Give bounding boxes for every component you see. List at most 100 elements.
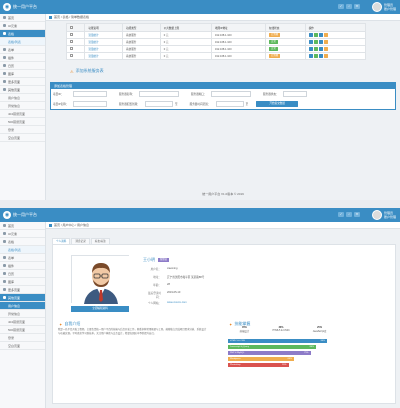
copy-icon[interactable] bbox=[318, 54, 323, 58]
sidebar-item[interactable]: 登录 bbox=[0, 126, 45, 134]
time-start-input[interactable] bbox=[215, 101, 244, 107]
status-badge: 已到期 bbox=[268, 33, 281, 37]
label-expire: 服务器配置到期： bbox=[119, 103, 140, 106]
row-checkbox[interactable] bbox=[70, 54, 73, 57]
sidebar-item[interactable]: 空白页面 bbox=[0, 342, 45, 350]
tab-messages[interactable]: 消息记录 bbox=[71, 238, 90, 244]
sidebar-item[interactable]: 更多页面 bbox=[0, 286, 45, 294]
sidebar-item[interactable]: 表格 bbox=[0, 238, 45, 246]
skill-bar: PHP & MySQL 75% bbox=[228, 351, 311, 355]
app-logo[interactable]: ◉ 统一用户平台 bbox=[3, 211, 37, 219]
edit-profile-button[interactable]: 立即编辑资料 bbox=[71, 306, 129, 312]
copy-icon[interactable] bbox=[318, 33, 323, 37]
sidebar-item[interactable]: 表单 bbox=[0, 254, 45, 262]
expire-start-input[interactable] bbox=[145, 101, 173, 107]
sidebar-item[interactable]: 表格/列表 bbox=[0, 38, 45, 46]
skill-bar-value: 80% bbox=[309, 346, 314, 348]
view-icon[interactable] bbox=[308, 40, 313, 44]
edit-icon[interactable] bbox=[313, 47, 318, 51]
sidebar-item[interactable]: 表单 bbox=[0, 46, 45, 54]
bell-icon[interactable]: ♪ bbox=[346, 212, 352, 217]
column-header bbox=[65, 23, 86, 32]
user-menu[interactable]: 管理员 账户管理 bbox=[371, 210, 396, 220]
sidebar-item[interactable]: 登录 bbox=[0, 334, 45, 342]
sidebar-item-label: 空白页面 bbox=[8, 135, 21, 140]
home-icon[interactable] bbox=[49, 223, 52, 227]
sidebar-item[interactable]: 表格 bbox=[0, 30, 45, 38]
project-ip-input[interactable] bbox=[73, 101, 107, 107]
sidebar-item[interactable]: 首页 bbox=[0, 14, 45, 22]
sidebar-item[interactable]: 其他页面 bbox=[0, 294, 45, 302]
role-badge: 管理员 bbox=[158, 258, 170, 262]
row-checkbox[interactable] bbox=[70, 47, 73, 50]
skill-bar-label: Wordpress bbox=[230, 358, 241, 360]
sidebar-item[interactable]: 更多页面 bbox=[0, 78, 45, 86]
sidebar-item[interactable]: 空白页面 bbox=[0, 134, 45, 142]
submit-button[interactable]: 开始提交数据 bbox=[256, 101, 299, 107]
field-key: 地址： bbox=[153, 276, 161, 279]
row-link[interactable]: 流量统计 bbox=[88, 41, 99, 44]
server-name-input[interactable] bbox=[139, 91, 179, 97]
server-status-input[interactable] bbox=[283, 91, 307, 97]
edit-icon[interactable] bbox=[313, 54, 318, 58]
sidebar-item[interactable]: 404错误页面 bbox=[0, 318, 45, 326]
sidebar-item[interactable]: UI元素 bbox=[0, 22, 45, 30]
tasks-icon[interactable]: ✓ bbox=[338, 4, 344, 9]
row-link[interactable]: 流量统计 bbox=[88, 55, 99, 58]
website-link[interactable]: www.xxxxxx.com bbox=[167, 301, 187, 304]
select-all-checkbox[interactable] bbox=[70, 25, 73, 29]
copy-icon[interactable] bbox=[318, 47, 323, 51]
tag-icon bbox=[3, 80, 6, 83]
file-icon bbox=[3, 88, 6, 91]
sidebar-item[interactable]: 异常信息 bbox=[0, 310, 45, 318]
app-logo[interactable]: ◉ 统一用户平台 bbox=[3, 3, 37, 11]
tasks-icon[interactable]: ✓ bbox=[338, 212, 344, 217]
bell-icon[interactable]: ♪ bbox=[346, 4, 352, 9]
sidebar-item[interactable]: 404错误页面 bbox=[0, 110, 45, 118]
view-icon[interactable] bbox=[308, 47, 313, 51]
delete-icon[interactable] bbox=[323, 47, 328, 51]
delete-icon[interactable] bbox=[323, 40, 328, 44]
sidebar-item[interactable]: 日历 bbox=[0, 270, 45, 278]
data-table: 功能说明 功能类型 公共数据上限 地理IP地址 在线状态 操作 流量统计 系统服务 0 元… bbox=[65, 23, 367, 60]
row-checkbox[interactable] bbox=[70, 33, 73, 36]
sidebar-item[interactable]: 日历 bbox=[0, 62, 45, 70]
sidebar-item[interactable]: 图库 bbox=[0, 70, 45, 78]
sidebar-item[interactable]: 用户信息 bbox=[0, 302, 45, 310]
breadcrumb: 首页 / 表格 / 简单数据表格 bbox=[46, 14, 400, 21]
sidebar-item[interactable]: 500错误页面 bbox=[0, 326, 45, 334]
sidebar-item-label: 更多页面 bbox=[8, 79, 21, 84]
sidebar-item[interactable]: 异常信息 bbox=[0, 102, 45, 110]
copy-icon[interactable] bbox=[318, 40, 323, 44]
sidebar-item[interactable]: 表格/列表 bbox=[0, 246, 45, 254]
pie-label: HTML5 & CSS3 bbox=[272, 329, 290, 332]
sidebar-item-label: 表格 bbox=[8, 239, 15, 244]
sidebar-item[interactable]: 图库 bbox=[0, 278, 45, 286]
view-icon[interactable] bbox=[308, 33, 313, 37]
user-menu[interactable]: 管理员 账户管理 bbox=[371, 2, 396, 12]
tab-profile[interactable]: 个人资料 bbox=[52, 238, 71, 244]
tab-friends[interactable]: 好友/关注 bbox=[90, 238, 110, 244]
view-icon[interactable] bbox=[308, 54, 313, 58]
project-id-input[interactable] bbox=[73, 91, 107, 97]
sidebar-item[interactable]: 首页 bbox=[0, 222, 45, 230]
row-checkbox[interactable] bbox=[70, 40, 73, 43]
mail-icon[interactable]: ✉ bbox=[354, 4, 360, 9]
sidebar-item[interactable]: 插件 bbox=[0, 262, 45, 270]
sidebar-item[interactable]: 用户信息 bbox=[0, 94, 45, 102]
mail-icon[interactable]: ✉ bbox=[354, 212, 360, 217]
row-link[interactable]: 流量统计 bbox=[88, 34, 99, 37]
skill-bar: HTML 5 & CSS 90% bbox=[228, 339, 327, 343]
home-icon[interactable] bbox=[49, 15, 52, 19]
edit-icon[interactable] bbox=[313, 33, 318, 37]
sidebar-item[interactable]: 插件 bbox=[0, 54, 45, 62]
sidebar-item[interactable]: UI元素 bbox=[0, 230, 45, 238]
cell-ip: 192.168.1.100 bbox=[210, 52, 266, 60]
row-link[interactable]: 流量统计 bbox=[88, 48, 99, 51]
server-port-input[interactable] bbox=[211, 91, 251, 97]
delete-icon[interactable] bbox=[323, 33, 328, 37]
edit-icon[interactable] bbox=[313, 40, 318, 44]
sidebar-item[interactable]: 500错误页面 bbox=[0, 118, 45, 126]
sidebar-item[interactable]: 其他页面 bbox=[0, 86, 45, 94]
delete-icon[interactable] bbox=[323, 54, 328, 58]
